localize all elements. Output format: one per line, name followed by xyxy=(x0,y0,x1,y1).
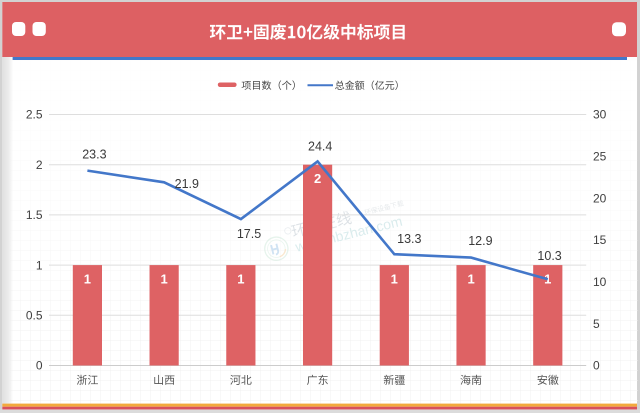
svg-text:30: 30 xyxy=(593,108,607,122)
svg-text:21.9: 21.9 xyxy=(175,177,199,191)
svg-text:1.5: 1.5 xyxy=(26,208,43,222)
svg-text:23.3: 23.3 xyxy=(82,147,106,161)
svg-text:2: 2 xyxy=(314,171,321,186)
svg-text:1: 1 xyxy=(237,271,244,286)
svg-text:17.5: 17.5 xyxy=(237,227,261,241)
svg-text:25: 25 xyxy=(593,150,607,164)
svg-text:1: 1 xyxy=(36,258,43,272)
svg-text:1: 1 xyxy=(160,271,167,286)
svg-text:20: 20 xyxy=(593,191,607,205)
svg-text:10.3: 10.3 xyxy=(537,249,561,263)
svg-text:2.5: 2.5 xyxy=(26,108,43,122)
svg-text:5: 5 xyxy=(593,317,600,331)
svg-text:12.9: 12.9 xyxy=(468,234,492,248)
svg-text:15: 15 xyxy=(593,233,607,247)
svg-text:10: 10 xyxy=(593,275,607,289)
svg-text:24.4: 24.4 xyxy=(308,139,332,153)
svg-text:0: 0 xyxy=(36,359,43,373)
svg-text:1: 1 xyxy=(467,271,474,286)
svg-text:2: 2 xyxy=(36,158,43,172)
svg-text:1: 1 xyxy=(391,271,398,286)
svg-text:13.3: 13.3 xyxy=(397,232,421,246)
svg-text:0.5: 0.5 xyxy=(26,309,43,323)
svg-text:1: 1 xyxy=(84,271,91,286)
svg-text:0: 0 xyxy=(593,359,600,373)
